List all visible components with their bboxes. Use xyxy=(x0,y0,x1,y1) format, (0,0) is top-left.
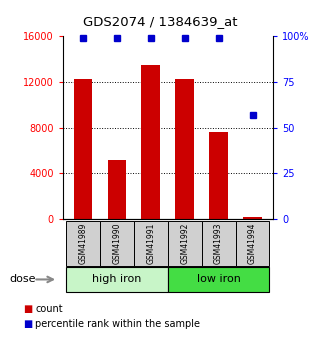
Bar xyxy=(142,65,160,219)
Text: count: count xyxy=(35,304,63,314)
Text: dose: dose xyxy=(10,275,36,284)
Text: GSM41994: GSM41994 xyxy=(248,223,257,264)
Text: GSM41991: GSM41991 xyxy=(146,223,155,264)
Bar xyxy=(243,217,262,219)
Text: GSM41992: GSM41992 xyxy=(180,223,189,264)
Text: ■: ■ xyxy=(23,319,32,329)
FancyBboxPatch shape xyxy=(202,221,236,266)
Bar xyxy=(108,160,126,219)
FancyBboxPatch shape xyxy=(168,267,269,292)
FancyBboxPatch shape xyxy=(100,221,134,266)
Text: GDS2074 / 1384639_at: GDS2074 / 1384639_at xyxy=(83,16,238,29)
Text: high iron: high iron xyxy=(92,275,142,284)
FancyBboxPatch shape xyxy=(168,221,202,266)
FancyBboxPatch shape xyxy=(66,267,168,292)
FancyBboxPatch shape xyxy=(236,221,269,266)
Text: low iron: low iron xyxy=(197,275,240,284)
Text: ■: ■ xyxy=(23,304,32,314)
FancyBboxPatch shape xyxy=(66,221,100,266)
Text: GSM41990: GSM41990 xyxy=(112,223,121,264)
Bar xyxy=(175,79,194,219)
Text: GSM41993: GSM41993 xyxy=(214,223,223,264)
Text: percentile rank within the sample: percentile rank within the sample xyxy=(35,319,200,329)
Bar xyxy=(74,79,92,219)
Bar xyxy=(209,132,228,219)
FancyBboxPatch shape xyxy=(134,221,168,266)
Text: GSM41989: GSM41989 xyxy=(78,223,87,264)
